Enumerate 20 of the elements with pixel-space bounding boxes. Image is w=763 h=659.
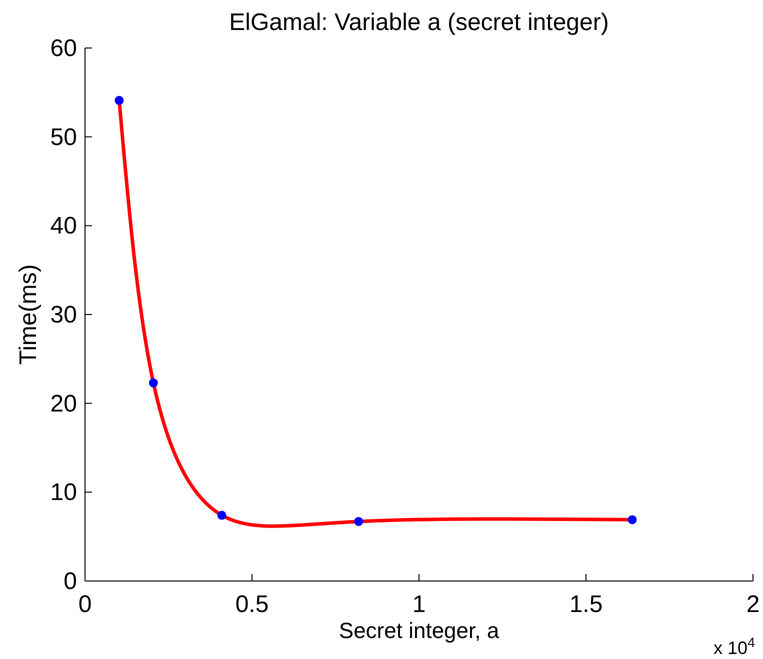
y-axis-title: Time(ms) xyxy=(15,264,42,365)
chart-title: ElGamal: Variable a (secret integer) xyxy=(229,9,609,36)
x-tick-label: 1.5 xyxy=(569,591,603,618)
y-tick-label: 30 xyxy=(50,302,77,328)
point xyxy=(628,515,637,524)
x-tick-label: 2 xyxy=(746,591,760,618)
x-tick-label: 1 xyxy=(412,591,426,618)
y-tick-label: 50 xyxy=(50,124,77,151)
point xyxy=(354,516,364,526)
y-tick-label: 20 xyxy=(50,390,77,418)
point xyxy=(114,96,124,105)
y-tick-label: 40 xyxy=(50,212,77,240)
text: x 10$^{4}$ xyxy=(713,634,756,658)
y-tick-label: 0 xyxy=(64,568,77,595)
point xyxy=(217,510,226,520)
x-axis-title: Secret integer, a xyxy=(338,618,500,643)
y-tick-label: 60 xyxy=(50,35,77,62)
point xyxy=(148,378,158,388)
y-tick-label: 10 xyxy=(50,479,77,506)
x-tick-label: 0.5 xyxy=(235,591,269,618)
